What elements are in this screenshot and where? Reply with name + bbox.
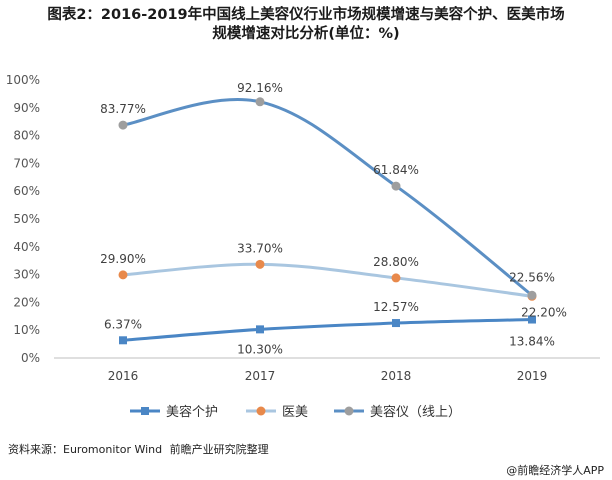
data-label-medical-aesthetics: 33.70%: [237, 241, 283, 255]
y-tick-label: 10%: [13, 323, 40, 337]
data-point-beauty-care: [528, 315, 536, 324]
data-label-beauty-device-online: 92.16%: [237, 81, 283, 95]
data-label-beauty-device-online: 22.56%: [509, 270, 555, 284]
legend: 美容个护 医美 美容仪（线上）: [130, 404, 461, 420]
data-point-medical-aesthetics: [118, 270, 128, 280]
data-label-beauty-care: 12.57%: [373, 300, 419, 314]
x-tick-label: 2017: [245, 369, 276, 383]
legend-marker-medical-aesthetics: [256, 406, 266, 416]
chart-title-line-1: 图表2：2016-2019年中国线上美容仪行业市场规模增速与美容个护、医美市场: [47, 7, 565, 23]
source-org: 前瞻产业研究院整理: [169, 443, 269, 456]
x-axis: 2016 2017 2018 2019: [54, 357, 600, 383]
data-point-beauty-care: [119, 336, 127, 345]
data-point-medical-aesthetics: [255, 259, 265, 269]
x-tick-label: 2019: [517, 369, 548, 383]
legend-label-beauty-care: 美容个护: [166, 404, 218, 420]
data-label-medical-aesthetics: 29.90%: [100, 252, 146, 266]
series-line-beauty-device-online: [121, 98, 534, 297]
data-point-beauty-care: [256, 325, 264, 334]
line-chart: 0%10%20%30%40%50%60%70%80%90%100% 2016 20…: [6, 73, 600, 420]
y-tick-label: 90%: [13, 101, 40, 115]
data-point-beauty-device-online: [527, 290, 537, 300]
data-label-beauty-device-online: 61.84%: [373, 163, 419, 177]
source-note: 资料来源：Euromonitor Wind 前瞻产业研究院整理: [8, 441, 273, 457]
y-tick-label: 60%: [13, 184, 40, 198]
legend-label-medical-aesthetics: 医美: [282, 405, 308, 420]
series-line-beauty-care: [121, 318, 534, 342]
series-markers: [118, 97, 537, 345]
y-tick-label: 0%: [21, 351, 40, 365]
x-tick-label: 2016: [108, 369, 139, 383]
credit-text: @前瞻经济学人APP: [506, 464, 604, 477]
y-tick-label: 20%: [13, 295, 40, 309]
data-point-beauty-device-online: [255, 97, 265, 107]
data-label-beauty-care: 13.84%: [509, 335, 555, 349]
data-labels: 6.37% 10.30% 12.57% 13.84% 29.90% 33.70% 28.80…: [100, 81, 567, 357]
data-label-medical-aesthetics: 28.80%: [373, 255, 419, 269]
y-tick-label: 50%: [13, 212, 40, 226]
data-point-beauty-device-online: [118, 120, 128, 130]
y-tick-label: 40%: [13, 240, 40, 254]
series-line-medical-aesthetics: [121, 262, 534, 298]
data-point-medical-aesthetics: [391, 273, 401, 283]
data-point-beauty-device-online: [391, 181, 401, 191]
legend-marker-beauty-care: [141, 407, 149, 415]
legend-marker-beauty-device-online: [344, 406, 354, 416]
y-tick-label: 70%: [13, 156, 40, 170]
data-point-beauty-care: [392, 319, 400, 328]
data-label-beauty-care: 10.30%: [237, 342, 283, 356]
source-label: 资料来源：Euromonitor Wind: [8, 443, 163, 456]
legend-label-beauty-device-online: 美容仪（线上）: [370, 404, 461, 420]
data-label-medical-aesthetics: 22.20%: [521, 305, 567, 319]
y-tick-label: 80%: [13, 129, 40, 143]
series-lines: [121, 98, 534, 342]
y-tick-label: 30%: [13, 268, 40, 282]
chart-title-line-2: 规模增速对比分析(单位：%): [212, 26, 400, 42]
data-label-beauty-care: 6.37%: [104, 317, 142, 331]
x-tick-label: 2018: [381, 369, 412, 383]
y-axis: 0% 10% 20% 30% 40% 50% 60% 70% 80% 90% 100%: [6, 73, 40, 365]
y-tick-label: 100%: [6, 73, 40, 87]
chart-title: 图表2：2016-2019年中国线上美容仪行业市场规模增速与美容个护、医美市场 …: [8, 6, 604, 44]
data-label-beauty-device-online: 83.77%: [100, 102, 146, 116]
